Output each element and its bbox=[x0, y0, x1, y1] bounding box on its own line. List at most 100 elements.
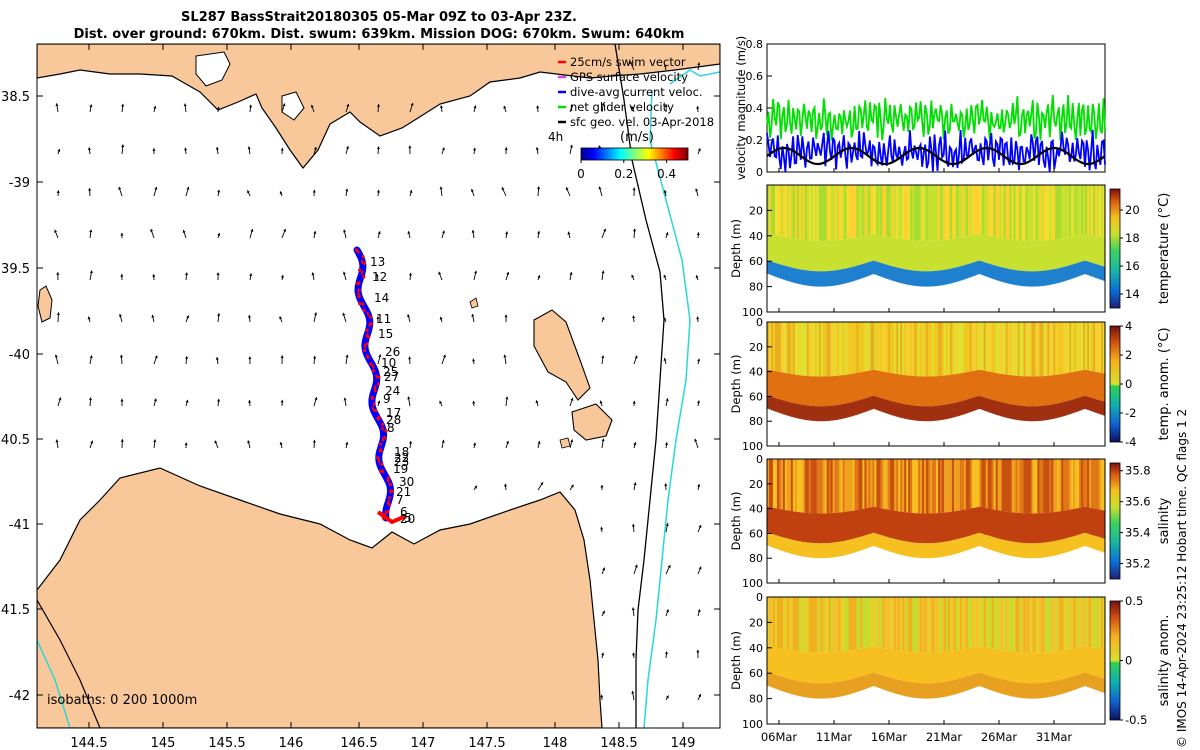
colorbar-label: (m/s) bbox=[620, 130, 654, 145]
depth-tick-label: 20 bbox=[749, 341, 763, 354]
depth-tick-label: 40 bbox=[749, 366, 763, 379]
map-y-tick-label: -39 bbox=[9, 176, 30, 191]
depth-axis-label: Depth (m) bbox=[729, 492, 743, 551]
time-tick-label: 11Mar bbox=[816, 730, 853, 744]
colorbar-tick-label: -0.5 bbox=[1125, 713, 1147, 727]
colorbar-tick-label: -2 bbox=[1125, 406, 1136, 420]
track-day-label: 20 bbox=[400, 512, 415, 526]
colorbar-label: temp. anom. (°C) bbox=[1157, 327, 1172, 440]
map-y-tick-label: -42 bbox=[9, 689, 30, 704]
map-x-tick-label: 145 bbox=[151, 736, 176, 750]
depth-tick-label: 0 bbox=[756, 591, 763, 604]
time-tick-label: 31Mar bbox=[1036, 730, 1073, 744]
depth-tick-label: 0 bbox=[756, 453, 763, 466]
track-day-label: 15 bbox=[378, 327, 393, 341]
depth-tick-label: 40 bbox=[749, 230, 763, 243]
isobath-note: isobaths: 0 200 1000m bbox=[47, 693, 197, 708]
velocity-y-label: velocity magnitude (m/s) bbox=[734, 36, 748, 181]
track-day-label: 14 bbox=[374, 291, 389, 305]
track-day-label: 8 bbox=[387, 421, 395, 435]
speed-colorbar bbox=[580, 147, 689, 161]
map-x-tick-label: 147 bbox=[411, 736, 436, 750]
depth-tick-label: 80 bbox=[749, 552, 763, 565]
track-day-label: 26 bbox=[385, 345, 400, 359]
land-flinders-island bbox=[533, 309, 591, 401]
track-day-label: 10 bbox=[381, 356, 396, 370]
legend-item-label: 25cm/s swim vector bbox=[570, 55, 686, 69]
colorbar-tick-label: 35.6 bbox=[1125, 495, 1151, 509]
port-phillip-bay bbox=[195, 51, 231, 87]
time-tick-label: 26Mar bbox=[981, 730, 1018, 744]
velocity-y-tick-label: 0.6 bbox=[746, 70, 764, 83]
colorbar-tick-label: 4 bbox=[1125, 319, 1132, 333]
map-x-tick-label: 146 bbox=[279, 736, 304, 750]
depth-tick-label: 80 bbox=[749, 693, 763, 706]
colorbar-tick-label: -4 bbox=[1125, 435, 1136, 449]
track-day-label: 9 bbox=[383, 392, 391, 406]
depth-tick-label: 100 bbox=[742, 718, 763, 731]
colorbar-label: salinity anom. bbox=[1157, 615, 1172, 707]
track-day-label: 18 bbox=[394, 445, 409, 459]
track-day-label: 5 bbox=[404, 511, 412, 525]
colorbar-tick-label: 0 bbox=[577, 167, 585, 181]
track-day-label: 7 bbox=[396, 493, 404, 507]
colorbar-tick-label: 0 bbox=[1125, 654, 1132, 668]
velocity-series-line bbox=[766, 94, 1106, 141]
depth-tick-label: 80 bbox=[749, 281, 763, 294]
map-panel: 144.5 145 145.5 146 146.5 147 147.5 148 148.5 149… bbox=[1, 43, 721, 750]
velocity-y-tick-label: 0.4 bbox=[746, 102, 764, 115]
map-y-tick-label: 38.5 bbox=[1, 90, 30, 105]
legend-item-label: GPS surface velocity bbox=[570, 70, 688, 84]
velocity-y-tick-label: 0.2 bbox=[746, 134, 764, 147]
colorbar-label: salinity bbox=[1157, 497, 1172, 544]
track-day-label: 13 bbox=[370, 255, 385, 269]
track-day-label: 6 bbox=[400, 505, 408, 519]
depth-tick-label: 100 bbox=[742, 440, 763, 453]
map-x-tick-label: 149 bbox=[671, 736, 696, 750]
colorbar-tick-label: 18 bbox=[1125, 231, 1140, 245]
time-tick-label: 06Mar bbox=[761, 730, 798, 744]
surface-velocity-quiver bbox=[54, 61, 702, 701]
map-y-tick-label: 41.5 bbox=[1, 603, 30, 618]
depth-tick-label: 60 bbox=[749, 527, 763, 540]
depth-tick-label: 20 bbox=[749, 616, 763, 629]
colorbar-tick-label: 0.4 bbox=[657, 167, 676, 181]
colorbar-tick-label: 35.2 bbox=[1125, 557, 1151, 571]
colorbar-tick-label: 14 bbox=[1125, 287, 1140, 301]
track-day-label: 25 bbox=[383, 365, 398, 379]
track-day-label: 23 bbox=[394, 455, 409, 469]
track-day-label: 21 bbox=[396, 485, 411, 499]
track-day-label: 24 bbox=[385, 384, 400, 398]
heatmap-colorbar bbox=[1109, 188, 1121, 309]
colorbar-label: temperature (°C) bbox=[1157, 193, 1172, 305]
depth-tick-label: 80 bbox=[749, 415, 763, 428]
depth-axis-label: Depth (m) bbox=[729, 219, 743, 278]
depth-tick-label: 40 bbox=[749, 503, 763, 516]
velocity-y-tick-label: 0.8 bbox=[746, 38, 764, 51]
map-y-tick-label: -40 bbox=[9, 348, 30, 363]
depth-tick-label: 20 bbox=[749, 204, 763, 217]
colorbar-tick-label: 35.8 bbox=[1125, 464, 1151, 478]
map-y-tick-label: -41 bbox=[9, 518, 30, 533]
isobath-1000m bbox=[643, 89, 691, 728]
map-x-tick-label: 144.5 bbox=[70, 736, 107, 750]
depth-tick-label: 60 bbox=[749, 255, 763, 268]
glider-track bbox=[353, 246, 407, 525]
legend-item-label: net glider velocity bbox=[570, 100, 674, 114]
depth-section-heatmap: 0 20 40 60 80 100 Depth (m) -4 -2 0 2 4 temp. anom. … bbox=[729, 316, 1172, 453]
heatmap-colorbar bbox=[1109, 325, 1121, 443]
depth-axis-label: Depth (m) bbox=[729, 631, 743, 690]
land-king-island bbox=[37, 285, 53, 323]
colorbar-tick-label: 0 bbox=[1125, 377, 1132, 391]
depth-tick-label: 20 bbox=[749, 478, 763, 491]
map-x-tick-label: 148 bbox=[543, 736, 568, 750]
title-line-2: Dist. over ground: 670km. Dist. swum: 63… bbox=[74, 27, 685, 42]
colorbar-tick-label: 16 bbox=[1125, 259, 1140, 273]
time-axis: 06Mar 11Mar 16Mar 21Mar 26Mar 31Mar bbox=[761, 168, 1073, 744]
colorbar-tick-label: 2 bbox=[1125, 348, 1132, 362]
